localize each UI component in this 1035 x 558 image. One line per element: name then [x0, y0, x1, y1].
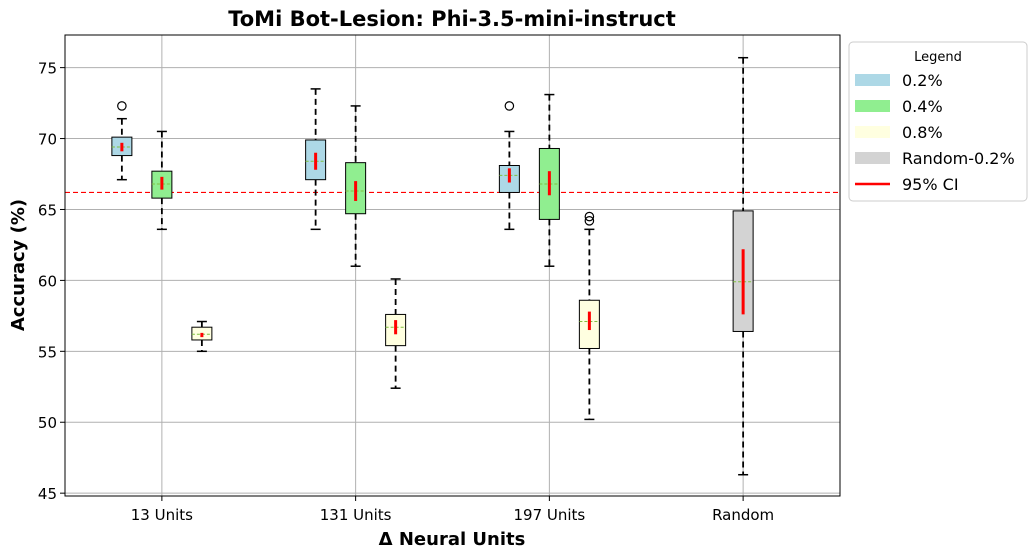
legend-label: 0.8% [902, 123, 943, 142]
chart-title: ToMi Bot-Lesion: Phi-3.5-mini-instruct [228, 7, 676, 31]
box-0-4- [345, 105, 367, 267]
legend-swatch [855, 126, 890, 138]
x-axis-label: Δ Neural Units [379, 529, 526, 550]
box-0-8- [578, 211, 600, 421]
box-0-2- [498, 101, 520, 231]
box-random-0-2- [732, 56, 754, 476]
legend-label: 95% CI [902, 175, 959, 194]
box-0-4- [538, 93, 560, 267]
x-tick-label: 197 Units [514, 506, 586, 524]
legend-label: Random-0.2% [902, 149, 1015, 168]
legend-swatch [855, 74, 890, 86]
y-tick-label: 65 [38, 201, 57, 219]
y-tick-label: 75 [38, 60, 57, 78]
plot-frame [64, 34, 841, 497]
outlier-point [584, 211, 595, 222]
outlier-point [117, 101, 127, 111]
legend-label: 0.4% [902, 97, 943, 116]
legend: Legend 0.2% 0.4% 0.8% Random-0.2% 95% CI [848, 41, 1028, 202]
legend-frame [848, 41, 1028, 202]
y-tick-label: 70 [38, 131, 57, 149]
legend-swatch [855, 100, 890, 112]
x-tick-label: Random [712, 506, 774, 524]
box-0-2- [305, 88, 327, 231]
legend-label: 0.2% [902, 71, 943, 90]
x-tick-label: 131 Units [320, 506, 392, 524]
outlier-point [584, 216, 595, 226]
box-0-2- [111, 101, 133, 181]
y-tick-label: 45 [38, 485, 57, 503]
plot-area: 45 50 55 60 65 70 75 13 Units 131 Units 197 Units… [38, 34, 841, 524]
box-0-4- [151, 130, 173, 231]
y-tick-label: 50 [38, 414, 57, 432]
x-tick-label: 13 Units [131, 506, 193, 524]
legend-swatch [855, 152, 890, 164]
legend-title: Legend [914, 50, 962, 65]
box-0-8- [191, 320, 213, 353]
outlier-point [504, 101, 515, 111]
y-tick-label: 55 [38, 343, 57, 361]
box-0-8- [385, 278, 407, 389]
y-tick-label: 60 [38, 272, 57, 290]
y-axis-label: Accuracy (%) [8, 199, 29, 331]
